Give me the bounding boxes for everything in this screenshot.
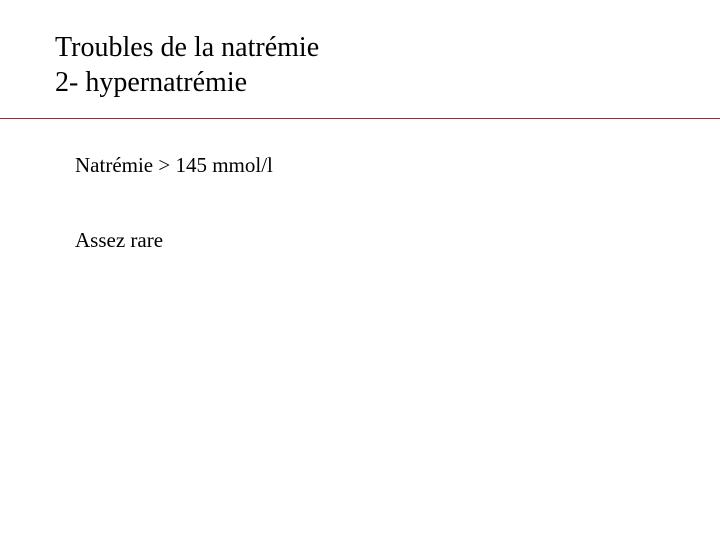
content-line-1: Natrémie > 145 mmol/l [75,153,720,178]
title-block: Troubles de la natrémie 2- hypernatrémie [0,30,720,118]
content-block: Natrémie > 145 mmol/l Assez rare [0,119,720,253]
title-line-2: 2- hypernatrémie [55,65,680,100]
title-line-1: Troubles de la natrémie [55,30,680,65]
content-line-2: Assez rare [75,228,720,253]
slide-container: Troubles de la natrémie 2- hypernatrémie… [0,0,720,540]
